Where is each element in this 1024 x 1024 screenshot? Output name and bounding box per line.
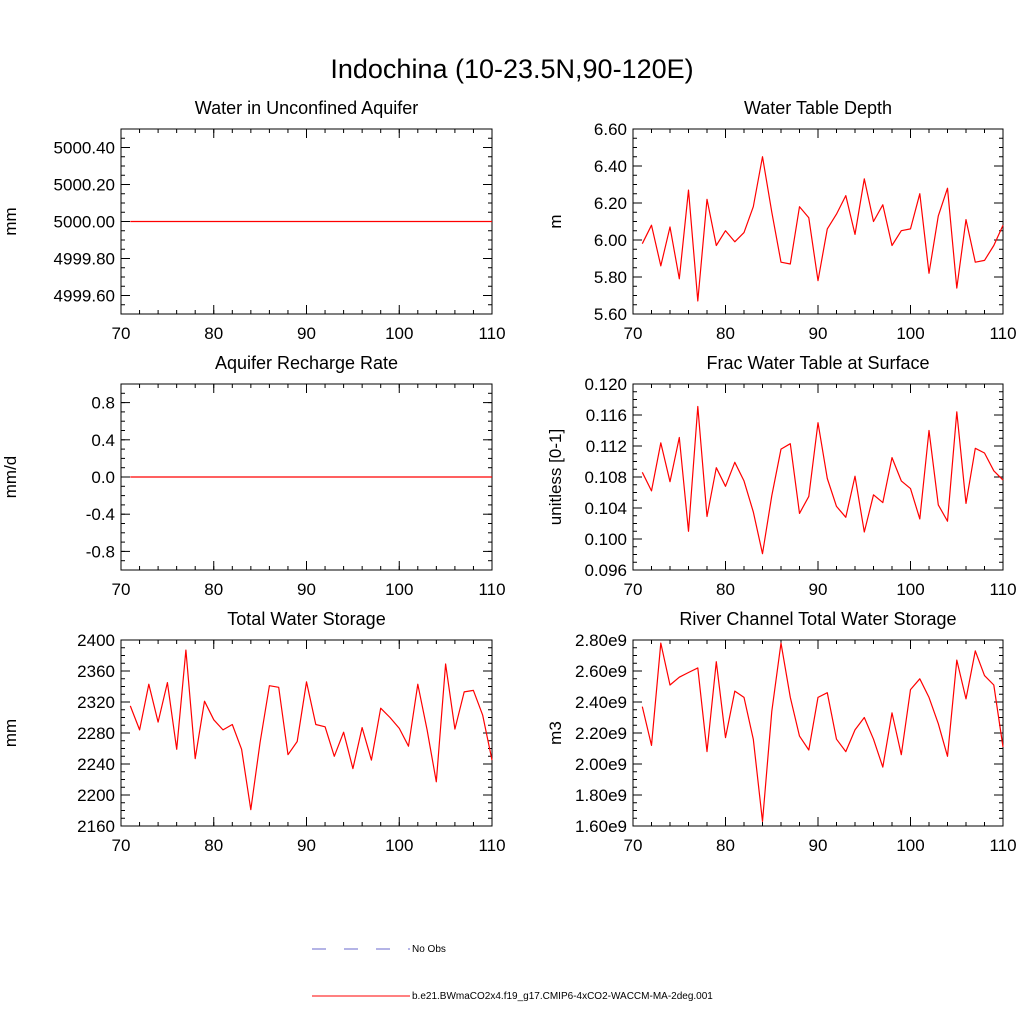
y-tick-label: 2280 xyxy=(77,724,115,743)
panel-title: Total Water Storage xyxy=(227,609,385,629)
x-tick-label: 90 xyxy=(809,836,828,855)
panel-title: Aquifer Recharge Rate xyxy=(215,353,398,373)
x-tick-label: 80 xyxy=(204,324,223,343)
x-tick-label: 80 xyxy=(716,836,735,855)
chart-panel-2: Water Table Depth 70 80 90 100 110 5.60 5.80 6.0… xyxy=(546,98,1017,343)
chart-panel-4: Frac Water Table at Surface 70 80 90 100 110 0… xyxy=(546,353,1017,599)
x-tick-label: 110 xyxy=(478,324,505,343)
x-tick-label: 70 xyxy=(112,324,131,343)
series-line xyxy=(641,642,1004,823)
x-tick-label: 90 xyxy=(297,836,316,855)
y-tick-label: 0.108 xyxy=(584,468,627,487)
y-tick-label: 2.20e9 xyxy=(575,724,627,743)
legend-label-no-obs: No Obs xyxy=(412,944,446,955)
x-tick-label: 70 xyxy=(624,836,643,855)
y-tick-label: 0.100 xyxy=(584,530,627,549)
plot-frame xyxy=(632,639,1004,827)
legend-label-run: b.e21.BWmaCO2x4.f19_g17.CMIP6-4xCO2-WACC… xyxy=(412,991,713,1002)
y-tick-label: 2.40e9 xyxy=(575,693,627,712)
y-tick-label: 5000.40 xyxy=(54,139,115,158)
x-tick-label: 70 xyxy=(624,324,643,343)
y-tick-label: 2.60e9 xyxy=(575,662,627,681)
y-tick-label: 4999.80 xyxy=(54,250,115,269)
y-tick-label: 2400 xyxy=(77,631,115,650)
y-tick-label: 5000.00 xyxy=(54,213,115,232)
y-tick-label: 2.00e9 xyxy=(575,755,627,774)
plot-frame xyxy=(120,639,493,827)
y-tick-label: 2360 xyxy=(77,662,115,681)
x-tick-label: 90 xyxy=(809,324,828,343)
y-tick-label: 0.104 xyxy=(584,499,627,518)
chart-panel-1: Water in Unconfined Aquifer 70 80 90 100 110 4… xyxy=(1,98,506,343)
chart-panel-6: River Channel Total Water Storage 70 80 90 1… xyxy=(546,609,1017,855)
x-tick-label: 90 xyxy=(297,324,316,343)
y-tick-label: 5.60 xyxy=(594,305,627,324)
y-tick-label: 0.0 xyxy=(91,468,115,487)
y-tick-label: 0.4 xyxy=(91,431,115,450)
y-tick-label: -0.4 xyxy=(86,505,115,524)
y-tick-label: -0.8 xyxy=(86,542,115,561)
y-tick-label: 2160 xyxy=(77,817,115,836)
x-tick-label: 110 xyxy=(478,836,505,855)
y-tick-label: 5.80 xyxy=(594,268,627,287)
x-tick-label: 100 xyxy=(896,836,924,855)
y-axis-label: mm xyxy=(1,719,20,747)
x-tick-label: 100 xyxy=(896,324,924,343)
x-tick-label: 90 xyxy=(297,580,316,599)
panel-title: Water in Unconfined Aquifer xyxy=(195,98,418,118)
y-tick-label: 6.40 xyxy=(594,157,627,176)
y-tick-label: 2200 xyxy=(77,786,115,805)
y-tick-label: 0.116 xyxy=(586,406,627,425)
x-tick-label: 110 xyxy=(989,324,1016,343)
panel-title: Water Table Depth xyxy=(744,98,892,118)
y-tick-label: 0.120 xyxy=(584,375,627,394)
y-tick-label: 6.20 xyxy=(594,194,627,213)
y-tick-label: 6.60 xyxy=(594,120,627,139)
y-tick-label: 5000.20 xyxy=(54,176,115,195)
series-line xyxy=(129,649,493,811)
x-tick-label: 110 xyxy=(478,580,505,599)
y-tick-label: 2320 xyxy=(77,693,115,712)
y-tick-label: 2240 xyxy=(77,755,115,774)
x-tick-label: 100 xyxy=(385,836,413,855)
y-axis-label: mm/d xyxy=(1,456,20,499)
x-tick-label: 100 xyxy=(385,580,413,599)
x-tick-label: 90 xyxy=(809,580,828,599)
y-tick-label: 0.096 xyxy=(584,561,627,580)
x-tick-label: 70 xyxy=(112,836,131,855)
x-tick-label: 80 xyxy=(716,580,735,599)
legend: No Obs b.e21.BWmaCO2x4.f19_g17.CMIP6-4xC… xyxy=(312,944,713,1002)
y-tick-label: 4999.60 xyxy=(54,287,115,306)
y-tick-label: 6.00 xyxy=(594,231,627,250)
chart-panel-5: Total Water Storage 70 80 90 100 110 2160 2200 2… xyxy=(1,609,506,855)
x-tick-label: 110 xyxy=(989,836,1016,855)
y-axis-label: m xyxy=(546,214,565,228)
x-tick-label: 70 xyxy=(112,580,131,599)
x-tick-label: 100 xyxy=(385,324,413,343)
y-tick-label: 0.8 xyxy=(91,394,115,413)
y-axis-label: m3 xyxy=(546,721,565,745)
x-tick-label: 80 xyxy=(716,324,735,343)
x-tick-label: 80 xyxy=(204,836,223,855)
plot-frame xyxy=(632,383,1004,571)
x-tick-label: 110 xyxy=(989,580,1016,599)
chart-panel-3: Aquifer Recharge Rate 70 80 90 100 110 -0.8 -0.… xyxy=(1,353,506,599)
panel-title: Frac Water Table at Surface xyxy=(706,353,929,373)
y-tick-label: 0.112 xyxy=(586,437,627,456)
panel-title: River Channel Total Water Storage xyxy=(679,609,956,629)
y-tick-label: 2.80e9 xyxy=(575,631,627,650)
y-tick-label: 1.80e9 xyxy=(575,786,627,805)
y-tick-label: 1.60e9 xyxy=(575,817,627,836)
x-tick-label: 80 xyxy=(204,580,223,599)
figure-title: Indochina (10-23.5N,90-120E) xyxy=(330,54,693,84)
chart-panels: Water in Unconfined Aquifer 70 80 90 100 110 4… xyxy=(1,98,1017,855)
x-tick-label: 100 xyxy=(896,580,924,599)
series-line xyxy=(641,156,1004,302)
series-line xyxy=(641,405,1004,555)
y-axis-label: unitless [0-1] xyxy=(546,429,565,525)
y-axis-label: mm xyxy=(1,207,20,235)
x-tick-label: 70 xyxy=(624,580,643,599)
plot-frame xyxy=(632,128,1004,315)
